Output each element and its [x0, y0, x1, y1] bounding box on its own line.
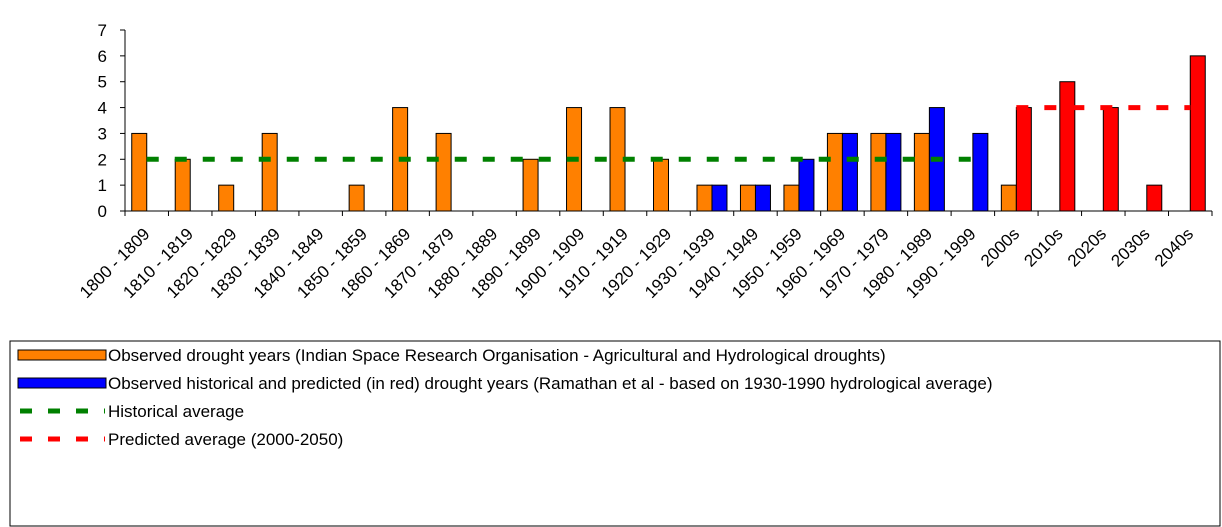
legend-label: Predicted average (2000-2050): [108, 430, 343, 449]
bar: [435, 132, 452, 212]
y-tick-label: 4: [98, 99, 107, 118]
bar: [1015, 107, 1032, 212]
x-tick-label: 2000s: [977, 224, 1023, 270]
bar: [826, 132, 843, 212]
y-tick-label: 6: [98, 47, 107, 66]
bar: [131, 132, 148, 212]
legend-swatch: [17, 349, 107, 361]
bar: [653, 158, 669, 212]
bar: [711, 184, 728, 212]
legend-label: Observed drought years (Indian Space Res…: [108, 346, 886, 365]
bar: [972, 132, 989, 212]
bar: [1059, 81, 1076, 212]
y-tick-label: 5: [98, 73, 107, 92]
x-tick-label: 2030s: [1107, 224, 1153, 270]
x-tick-label: 2010s: [1020, 224, 1066, 270]
bar: [522, 158, 539, 212]
y-tick-label: 2: [98, 150, 107, 169]
bar: [218, 184, 235, 212]
bar: [174, 158, 191, 212]
bar: [1102, 107, 1119, 212]
legend-label: Historical average: [108, 402, 244, 421]
x-tick-label: 2020s: [1064, 224, 1110, 270]
bar: [348, 184, 365, 212]
y-tick-label: 1: [98, 176, 107, 195]
bar: [1000, 184, 1017, 212]
y-tick-label: 7: [98, 21, 107, 40]
bar: [913, 132, 930, 212]
bar: [754, 184, 771, 212]
bar: [1146, 184, 1163, 212]
y-tick-label: 3: [98, 124, 107, 143]
legend-box: [9, 340, 1221, 527]
legend-label: Observed historical and predicted (in re…: [108, 374, 993, 393]
bar: [841, 132, 858, 212]
bar: [739, 184, 756, 212]
bar: [885, 132, 902, 212]
bar: [870, 132, 887, 212]
bar: [798, 158, 815, 212]
bar: [783, 184, 800, 212]
x-tick-label: 2040s: [1151, 224, 1197, 270]
y-tick-label: 0: [98, 202, 107, 221]
bar: [261, 132, 278, 212]
bar: [1189, 55, 1206, 212]
bar: [696, 184, 713, 212]
legend-swatch: [17, 377, 107, 389]
